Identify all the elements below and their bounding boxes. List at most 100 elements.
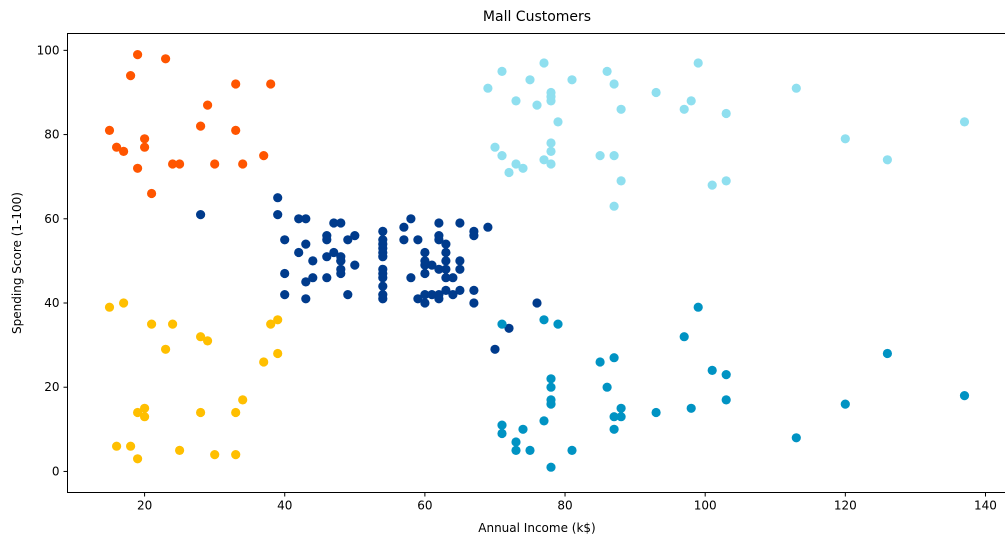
data-point (441, 247, 451, 258)
data-point (104, 302, 115, 312)
data-point (119, 298, 129, 308)
data-point (434, 290, 444, 300)
data-point (840, 399, 850, 409)
data-point (378, 226, 388, 236)
data-point (140, 142, 150, 152)
data-point (399, 235, 409, 245)
data-point (420, 268, 430, 279)
y-axis-label: Spending Score (1-100) (10, 192, 24, 334)
data-point (469, 298, 479, 308)
data-point (294, 247, 304, 258)
data-point (112, 142, 122, 152)
data-point (238, 395, 248, 405)
data-point (161, 344, 171, 354)
x-axis-ticks: 20 40 60 80 100 120 140 (137, 492, 997, 513)
data-point (413, 235, 423, 245)
data-point (259, 357, 269, 367)
data-point (280, 235, 290, 245)
data-point (616, 104, 626, 114)
plot-frame (67, 33, 1005, 493)
data-point (546, 399, 556, 409)
data-point (378, 235, 388, 245)
data-point (567, 445, 577, 455)
data-point (168, 319, 178, 329)
data-point (483, 83, 493, 93)
data-point (322, 273, 332, 283)
data-point (882, 155, 893, 165)
y-tick-label: 0 (52, 464, 60, 478)
data-point (518, 163, 528, 173)
data-point (455, 264, 465, 274)
data-point (441, 273, 451, 283)
data-point (266, 319, 276, 329)
data-point (399, 222, 409, 232)
data-point (329, 218, 339, 228)
data-point (441, 256, 451, 266)
data-point (504, 323, 514, 333)
x-tick-label: 20 (137, 499, 152, 513)
data-point (343, 235, 353, 245)
data-point (539, 315, 549, 325)
data-point (609, 79, 619, 89)
data-point (679, 332, 689, 342)
data-point (378, 252, 388, 262)
data-point (378, 281, 388, 291)
data-point (434, 218, 444, 228)
data-point (133, 454, 143, 464)
data-point (721, 108, 731, 119)
data-point (609, 412, 619, 422)
data-point (294, 214, 304, 224)
data-point (609, 151, 619, 161)
data-point (504, 167, 514, 178)
data-point (406, 273, 416, 283)
data-point (609, 424, 619, 434)
data-point (532, 298, 542, 308)
data-point (609, 201, 619, 211)
data-point (497, 420, 507, 430)
data-point (490, 142, 500, 152)
data-point (133, 163, 143, 173)
data-point (378, 264, 388, 274)
data-point (168, 159, 178, 169)
data-point (301, 277, 311, 287)
data-point (175, 159, 185, 169)
x-tick-label: 140 (974, 499, 997, 513)
data-point (553, 117, 563, 127)
data-point (553, 319, 563, 329)
data-point (490, 344, 500, 354)
data-point (273, 348, 283, 359)
data-point (231, 79, 241, 89)
data-point (497, 66, 507, 76)
x-axis-label: Annual Income (k$) (478, 521, 595, 535)
data-point (721, 370, 731, 380)
data-point (378, 294, 388, 304)
data-point (336, 256, 346, 266)
data-point (259, 151, 269, 161)
data-point (707, 180, 717, 190)
data-point (511, 437, 521, 447)
data-point (651, 87, 661, 98)
data-point (161, 54, 171, 64)
data-point (546, 146, 556, 156)
data-point (210, 159, 220, 169)
data-point (511, 96, 521, 106)
data-point (441, 285, 451, 295)
data-point (469, 231, 479, 241)
data-point (602, 66, 612, 76)
data-point (336, 268, 346, 279)
data-point (721, 176, 731, 186)
data-point (350, 260, 360, 270)
data-point (840, 134, 850, 144)
data-point (140, 134, 150, 144)
data-point (546, 159, 556, 169)
x-tick-label: 80 (557, 499, 572, 513)
data-point (882, 348, 893, 359)
data-point (427, 260, 437, 270)
data-point (104, 125, 115, 135)
data-point (602, 382, 612, 392)
y-tick-label: 100 (37, 43, 60, 57)
data-point (343, 290, 353, 300)
data-point (420, 256, 430, 266)
y-tick-label: 60 (44, 212, 59, 226)
